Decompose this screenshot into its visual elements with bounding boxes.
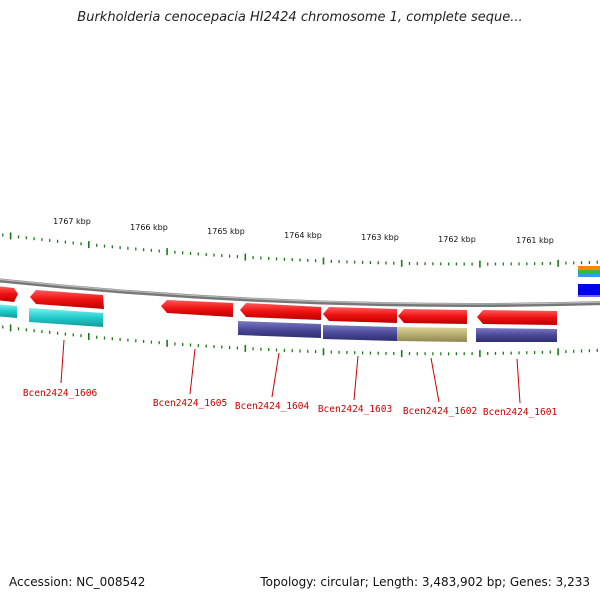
gene-arrow[interactable]: [477, 310, 557, 325]
gene-label: Bcen2424_1601: [483, 407, 558, 418]
gene-arrow[interactable]: [161, 300, 233, 317]
gene-labels: Bcen2424_1606 Bcen2424_1605 Bcen2424_160…: [23, 388, 558, 418]
kbp-label: 1761 kbp: [516, 236, 554, 245]
cog-block: [323, 325, 397, 341]
inner-tick-track: [2, 324, 598, 358]
cog-block: [476, 328, 557, 342]
gene-arrow[interactable]: [0, 286, 18, 302]
gene-label: Bcen2424_1605: [153, 398, 227, 409]
kbp-label: 1763 kbp: [361, 233, 399, 242]
kbp-label: 1767 kbp: [53, 217, 91, 226]
map-title: Burkholderia cenocepacia HI2424 chromoso…: [77, 10, 523, 25]
cog-track: [0, 304, 557, 342]
gene-arrow[interactable]: [323, 307, 397, 323]
ruler-labels: 1767 kbp 1766 kbp 1765 kbp 1764 kbp 1763…: [53, 217, 554, 245]
edge-features: [578, 266, 600, 297]
kbp-label: 1762 kbp: [438, 235, 476, 244]
gene-label: Bcen2424_1606: [23, 388, 98, 399]
gene-arrow[interactable]: [398, 309, 467, 324]
kbp-label: 1764 kbp: [284, 231, 322, 240]
gene-arrow[interactable]: [30, 290, 104, 309]
topology-summary: Topology: circular; Length: 3,483,902 bp…: [260, 575, 590, 589]
gene-arrow[interactable]: [240, 303, 321, 320]
gene-label: Bcen2424_1604: [235, 401, 310, 412]
cog-block: [0, 304, 17, 318]
gene-track: [0, 286, 557, 325]
cog-block: [397, 327, 467, 342]
gene-label: Bcen2424_1603: [318, 404, 392, 415]
cog-block: [29, 308, 103, 327]
chromosome-backbone: [0, 278, 600, 307]
accession-text: Accession: NC_008542: [9, 575, 146, 589]
kbp-label: 1766 kbp: [130, 223, 168, 232]
cog-block: [238, 321, 321, 338]
gene-label: Bcen2424_1602: [403, 406, 477, 417]
kbp-label: 1765 kbp: [207, 227, 245, 236]
outer-tick-track: [2, 232, 598, 268]
label-leaders: [60, 339, 521, 404]
